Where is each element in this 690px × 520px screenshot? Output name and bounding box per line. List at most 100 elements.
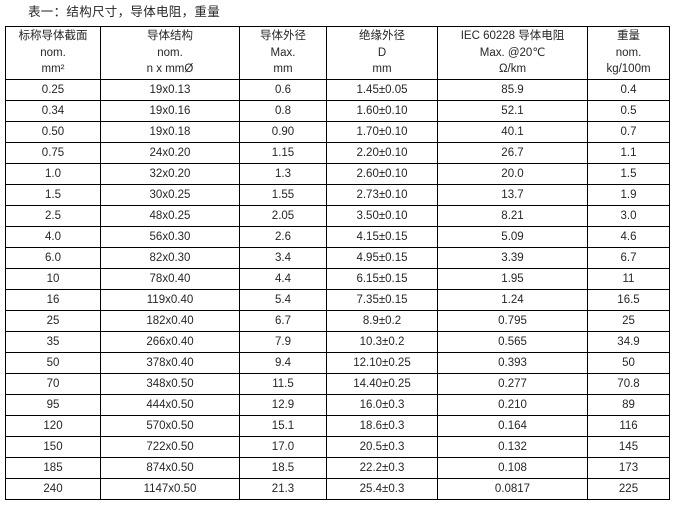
table-cell: 9.4 (239, 351, 327, 374)
table-cell: 0.565 (437, 330, 588, 353)
table-cell: 0.50 (5, 120, 101, 143)
table-cell: 20.5±0.3 (326, 435, 438, 458)
spec-table: 标称导体截面 nom. mm² 导体结构 nom. n x mmØ 导体外径 M… (5, 26, 670, 500)
table-cell: 5.09 (437, 225, 588, 248)
table-cell: 2.73±0.10 (326, 183, 438, 206)
table-cell: 6.7 (239, 309, 327, 332)
table-cell: 378x0.40 (100, 351, 240, 374)
header-line: IEC 60228 导体电阻 (460, 30, 565, 42)
table-cell: 12.9 (239, 393, 327, 416)
header-line: mm (273, 63, 293, 75)
table-cell: 4.15±0.15 (326, 225, 438, 248)
table-cell: 18.6±0.3 (326, 414, 438, 437)
table-cell: 8.21 (437, 204, 588, 227)
table-cell: 2.6 (239, 225, 327, 248)
table-cell: 13.7 (437, 183, 588, 206)
table-cell: 0.6 (239, 78, 327, 101)
column-header-nominal-section: 标称导体截面 nom. mm² (5, 26, 101, 80)
header-line: D (377, 46, 387, 59)
table-cell: 48x0.25 (100, 204, 240, 227)
table-cell: 150 (5, 435, 101, 458)
table-cell: 56x0.30 (100, 225, 240, 248)
header-line: nom. (157, 46, 183, 59)
table-cell: 0.34 (5, 99, 101, 122)
table-header: 标称导体截面 nom. mm² 导体结构 nom. n x mmØ 导体外径 M… (5, 26, 670, 80)
table-cell: 10 (5, 267, 101, 290)
table-row: 4.0 56x0.30 2.6 4.15±0.15 5.09 4.6 (5, 225, 670, 248)
table-cell: 16.0±0.3 (326, 393, 438, 416)
table-cell: 4.95±0.15 (326, 246, 438, 269)
column-header-insulation-od: 绝缘外径 D mm (326, 26, 438, 80)
table-cell: 1.9 (587, 183, 670, 206)
table-cell: 4.6 (587, 225, 670, 248)
table-cell: 16 (5, 288, 101, 311)
table-cell: 3.39 (437, 246, 588, 269)
table-cell: 70 (5, 372, 101, 395)
table-cell: 16.5 (587, 288, 670, 311)
header-line: n x mmØ (146, 63, 194, 75)
table-cell: 0.277 (437, 372, 588, 395)
table-cell: 570x0.50 (100, 414, 240, 437)
table-cell: 15.1 (239, 414, 327, 437)
table-cell: 35 (5, 330, 101, 353)
table-cell: 0.108 (437, 456, 588, 479)
table-row: 1.5 30x0.25 1.55 2.73±0.10 13.7 1.9 (5, 183, 670, 206)
table-cell: 1.5 (587, 162, 670, 185)
table-cell: 6.0 (5, 246, 101, 269)
table-cell: 17.0 (239, 435, 327, 458)
table-cell: 5.4 (239, 288, 327, 311)
table-cell: 0.795 (437, 309, 588, 332)
table-cell: 1.70±0.10 (326, 120, 438, 143)
table-cell: 173 (587, 456, 670, 479)
table-row: 16 119x0.40 5.4 7.35±0.15 1.24 16.5 (5, 288, 670, 311)
header-line: 重量 (617, 30, 640, 42)
table-cell: 0.75 (5, 141, 101, 164)
table-cell: 22.2±0.3 (326, 456, 438, 479)
table-cell: 0.25 (5, 78, 101, 101)
table-cell: 24x0.20 (100, 141, 240, 164)
table-cell: 14.40±0.25 (326, 372, 438, 395)
table-cell: 30x0.25 (100, 183, 240, 206)
table-cell: 1.15 (239, 141, 327, 164)
table-cell: 25 (587, 309, 670, 332)
table-cell: 722x0.50 (100, 435, 240, 458)
header-line: 标称导体截面 (18, 30, 88, 42)
table-cell: 225 (587, 477, 670, 500)
table-row: 0.75 24x0.20 1.15 2.20±0.10 26.7 1.1 (5, 141, 670, 164)
table-cell: 0.90 (239, 120, 327, 143)
table-cell: 2.20±0.10 (326, 141, 438, 164)
table-cell: 444x0.50 (100, 393, 240, 416)
table-cell: 145 (587, 435, 670, 458)
table-cell: 119x0.40 (100, 288, 240, 311)
header-line: nom. (615, 46, 642, 59)
table-row: 185 874x0.50 18.5 22.2±0.3 0.108 173 (5, 456, 670, 479)
table-cell: 50 (5, 351, 101, 374)
table-cell: 1.0 (5, 162, 101, 185)
table-cell: 4.4 (239, 267, 327, 290)
table-row: 70 348x0.50 11.5 14.40±0.25 0.277 70.8 (5, 372, 670, 395)
column-header-weight: 重量 nom. kg/100m (587, 26, 670, 80)
table-cell: 3.4 (239, 246, 327, 269)
table-cell: 0.0817 (437, 477, 588, 500)
table-cell: 120 (5, 414, 101, 437)
table-cell: 0.7 (587, 120, 670, 143)
table-cell: 11 (587, 267, 670, 290)
table-cell: 21.3 (239, 477, 327, 500)
table-row: 150 722x0.50 17.0 20.5±0.3 0.132 145 (5, 435, 670, 458)
table-cell: 78x0.40 (100, 267, 240, 290)
table-cell: 19x0.13 (100, 78, 240, 101)
table-row: 0.25 19x0.13 0.6 1.45±0.05 85.9 0.4 (5, 78, 670, 101)
table-cell: 52.1 (437, 99, 588, 122)
table-cell: 19x0.18 (100, 120, 240, 143)
header-line: mm² (41, 63, 65, 75)
table-cell: 0.4 (587, 78, 670, 101)
table-cell: 19x0.16 (100, 99, 240, 122)
header-line: Ω/km (498, 63, 527, 75)
table-cell: 25.4±0.3 (326, 477, 438, 500)
table-cell: 7.35±0.15 (326, 288, 438, 311)
header-line: 绝缘外径 (359, 30, 405, 42)
table-row: 50 378x0.40 9.4 12.10±0.25 0.393 50 (5, 351, 670, 374)
table-cell: 85.9 (437, 78, 588, 101)
header-line: nom. (40, 46, 66, 59)
header-line: Max. @20℃ (479, 46, 546, 59)
